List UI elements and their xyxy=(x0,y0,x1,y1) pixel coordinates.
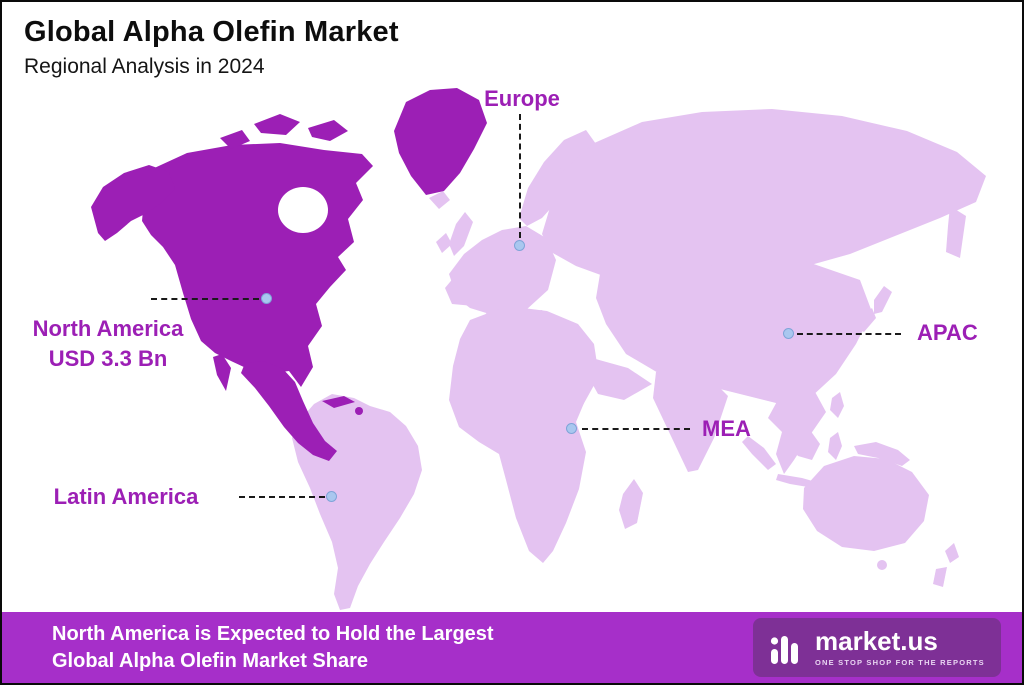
label-north-america-value: USD 3.3 Bn xyxy=(48,346,168,371)
marketus-logo: market.us ONE STOP SHOP FOR THE REPORTS xyxy=(753,618,1001,677)
label-mea: MEA xyxy=(702,416,751,441)
region-oceania xyxy=(742,430,959,587)
world-map xyxy=(91,88,986,610)
logo-texts: market.us ONE STOP SHOP FOR THE REPORTS xyxy=(815,628,985,667)
marketus-logo-icon xyxy=(770,635,798,664)
connector-latin-america xyxy=(239,496,325,498)
header: Global Alpha Olefin Market Regional Anal… xyxy=(24,16,399,79)
marker-mea xyxy=(566,423,577,434)
connector-mea xyxy=(582,428,690,430)
label-latin-america: Latin America xyxy=(53,484,199,509)
banner-line-2: Global Alpha Olefin Market Share xyxy=(52,650,368,672)
connector-apac xyxy=(797,333,901,335)
banner-text: North America is Expected to Hold the La… xyxy=(52,621,494,675)
marker-north-america xyxy=(261,293,272,304)
label-north-america-name: North America xyxy=(32,316,184,341)
marker-latin-america xyxy=(326,491,337,502)
hudson-bay xyxy=(278,187,328,233)
connector-europe xyxy=(519,114,521,238)
region-africa xyxy=(449,306,652,563)
bottom-banner: North America is Expected to Hold the La… xyxy=(2,612,1022,683)
label-apac: APAC xyxy=(917,320,978,345)
page-title: Global Alpha Olefin Market xyxy=(24,16,399,48)
label-europe: Europe xyxy=(484,86,560,111)
page-subtitle: Regional Analysis in 2024 xyxy=(24,55,265,78)
label-north-america: North America USD 3.3 Bn xyxy=(10,316,206,372)
connector-north-america xyxy=(151,298,259,300)
logo-tagline: ONE STOP SHOP FOR THE REPORTS xyxy=(815,658,985,667)
marker-europe xyxy=(514,240,525,251)
region-north-america-highlight xyxy=(91,88,487,461)
banner-line-1: North America is Expected to Hold the La… xyxy=(52,623,494,645)
marker-apac xyxy=(783,328,794,339)
logo-name: market.us xyxy=(815,626,938,656)
